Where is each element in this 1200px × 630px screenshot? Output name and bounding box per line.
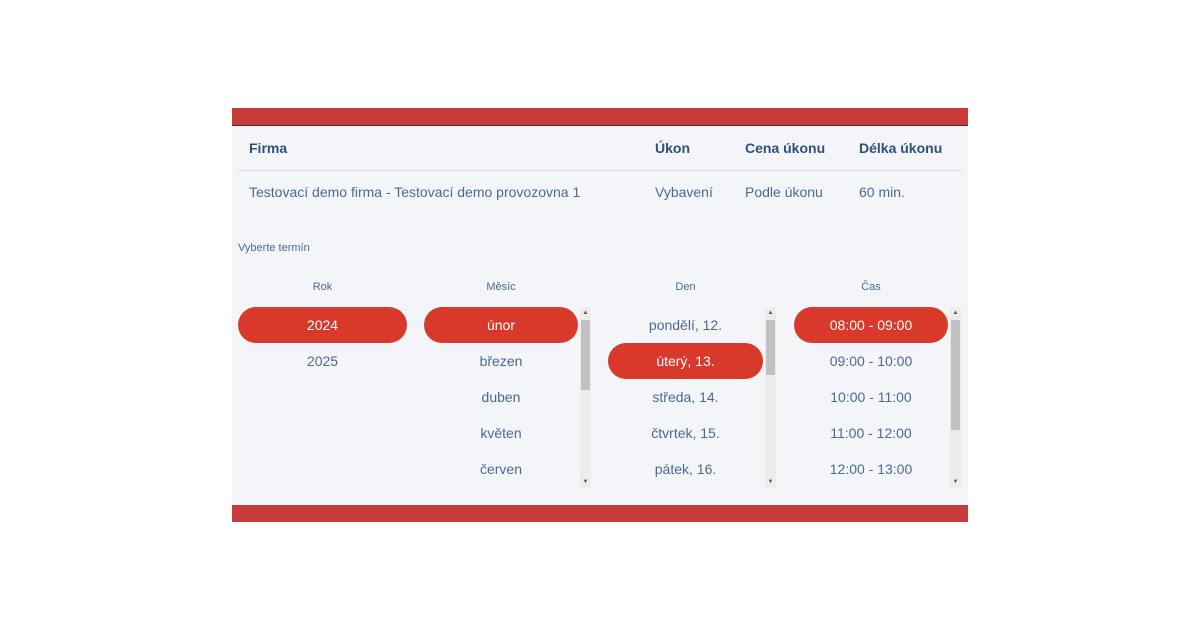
column-header-cas: Čas xyxy=(861,281,881,293)
day-list: pondělí, 12. úterý, 13. středa, 14. čtvr… xyxy=(608,307,763,487)
scroll-down-icon[interactable]: ▼ xyxy=(952,479,959,485)
scroll-thumb[interactable] xyxy=(581,320,590,390)
time-option[interactable]: 12:00 - 13:00 xyxy=(829,461,913,477)
select-term-label: Vyberte termín xyxy=(238,242,310,254)
time-option[interactable]: 09:00 - 10:00 xyxy=(829,353,913,369)
scroll-up-icon[interactable]: ▲ xyxy=(582,310,589,316)
time-list: 08:00 - 09:00 09:00 - 10:00 10:00 - 11:0… xyxy=(794,307,948,487)
day-option[interactable]: středa, 14. xyxy=(652,389,719,405)
header-ukon: Úkon xyxy=(655,140,690,156)
top-bar xyxy=(232,108,968,126)
column-header-rok: Rok xyxy=(312,281,333,293)
cell-cena: Podle úkonu xyxy=(745,184,823,200)
header-firma: Firma xyxy=(249,140,288,156)
column-header-den: Den xyxy=(675,281,696,293)
time-option[interactable]: 11:00 - 12:00 xyxy=(830,425,912,441)
scroll-up-icon[interactable]: ▲ xyxy=(952,310,959,316)
day-option[interactable]: pondělí, 12. xyxy=(648,317,723,333)
time-scrollbar[interactable]: ▲ ▼ xyxy=(950,307,961,488)
day-option[interactable]: úterý, 13. xyxy=(608,343,763,379)
scroll-down-icon[interactable]: ▼ xyxy=(582,479,589,485)
scroll-thumb[interactable] xyxy=(766,320,775,375)
cell-ukon: Vybavení xyxy=(655,184,713,200)
month-option[interactable]: květen xyxy=(480,425,522,441)
bottom-bar xyxy=(232,505,968,522)
scroll-thumb[interactable] xyxy=(951,320,960,430)
column-header-mesic: Měsíc xyxy=(486,281,516,293)
scroll-up-icon[interactable]: ▲ xyxy=(767,310,774,316)
header-delka: Délka úkonu xyxy=(859,140,943,156)
month-list: únor březen duben květen červen xyxy=(424,307,578,487)
month-scrollbar[interactable]: ▲ ▼ xyxy=(580,307,591,488)
header-cena: Cena úkonu xyxy=(745,140,826,156)
year-option[interactable]: 2024 xyxy=(238,307,407,343)
divider xyxy=(238,170,962,171)
scroll-down-icon[interactable]: ▼ xyxy=(767,479,774,485)
booking-card: Firma Úkon Cena úkonu Délka úkonu Testov… xyxy=(232,108,968,522)
month-option[interactable]: červen xyxy=(479,461,523,477)
month-option[interactable]: březen xyxy=(479,353,523,369)
year-option[interactable]: 2025 xyxy=(306,353,339,369)
month-option[interactable]: únor xyxy=(424,307,578,343)
month-option[interactable]: duben xyxy=(481,389,521,405)
cell-delka: 60 min. xyxy=(859,184,905,200)
day-option[interactable]: čtvrtek, 15. xyxy=(651,425,720,441)
year-list: 2024 2025 xyxy=(238,307,407,379)
day-option[interactable]: pátek, 16. xyxy=(654,461,717,477)
time-option[interactable]: 10:00 - 11:00 xyxy=(830,389,912,405)
cell-firma: Testovací demo firma - Testovací demo pr… xyxy=(249,184,581,200)
time-option[interactable]: 08:00 - 09:00 xyxy=(794,307,948,343)
day-scrollbar[interactable]: ▲ ▼ xyxy=(765,307,776,488)
